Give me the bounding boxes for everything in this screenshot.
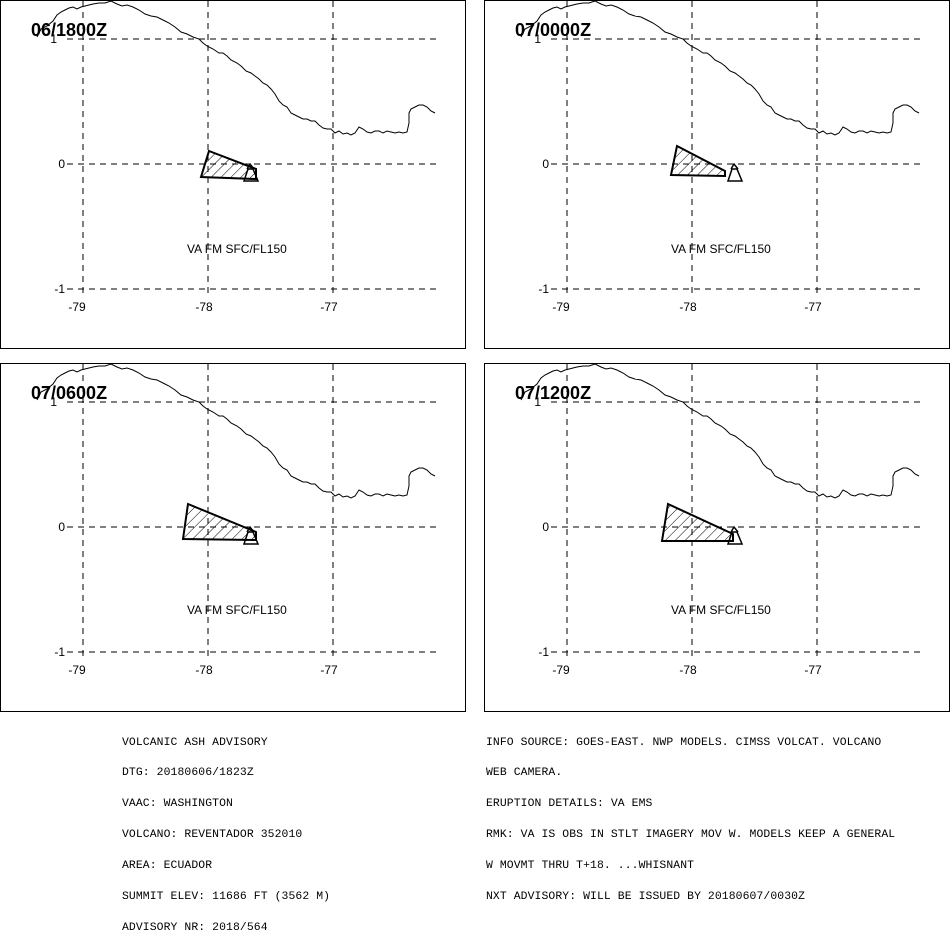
advisory-info-source-cont: WEB CAMERA. xyxy=(486,767,563,780)
lat-ticks xyxy=(551,401,557,653)
lon-label-77: -77 xyxy=(804,300,822,314)
advisory-header-block: VOLCANIC ASH ADVISORY DTG: 20180606/1823… xyxy=(122,717,330,944)
advisory-remarks-cont: W MOVMT THRU T+18. ...WHISNANT xyxy=(486,860,695,873)
lat-label-minus1: -1 xyxy=(538,645,549,659)
graticule xyxy=(67,1,441,296)
lat-label-minus1: -1 xyxy=(538,282,549,296)
advisory-remarks: RMK: VA IS OBS IN STLT IMAGERY MOV W. MO… xyxy=(486,829,896,842)
map-svg: 06/1800Z VA FM SFC/FL150 1 0 -1 -79 -78 … xyxy=(31,1,441,314)
lon-label-78: -78 xyxy=(195,663,213,677)
graticule xyxy=(551,1,925,296)
lat-label-1: 1 xyxy=(50,32,57,46)
lat-label-minus1: -1 xyxy=(54,645,65,659)
lat-label-0: 0 xyxy=(58,157,65,171)
advisory-title: VOLCANIC ASH ADVISORY xyxy=(122,736,268,749)
lat-label-minus1: -1 xyxy=(54,282,65,296)
lon-label-77: -77 xyxy=(804,663,822,677)
valid-time: 07/0600Z xyxy=(31,383,107,403)
coastline xyxy=(36,364,436,499)
ash-level-label: VA FM SFC/FL150 xyxy=(187,603,287,617)
valid-time: 07/1200Z xyxy=(515,383,591,403)
valid-time: 06/1800Z xyxy=(31,20,107,40)
advisory-info-source: INFO SOURCE: GOES-EAST. NWP MODELS. CIMS… xyxy=(486,736,882,749)
ash-level-label: VA FM SFC/FL150 xyxy=(671,603,771,617)
advisory-eruption-details: ERUPTION DETAILS: VA EMS xyxy=(486,798,653,811)
advisory-next: NXT ADVISORY: WILL BE ISSUED BY 20180607… xyxy=(486,891,806,904)
advisory-number: ADVISORY NR: 2018/564 xyxy=(122,921,268,934)
coastline xyxy=(520,1,920,136)
lon-label-79: -79 xyxy=(68,663,86,677)
lat-label-1: 1 xyxy=(534,395,541,409)
lat-label-0: 0 xyxy=(58,520,65,534)
lon-label-77: -77 xyxy=(320,663,338,677)
coastline xyxy=(520,364,920,499)
valid-time: 07/0000Z xyxy=(515,20,591,40)
lat-ticks xyxy=(551,38,557,290)
volcano-icon xyxy=(726,162,744,182)
lon-label-78: -78 xyxy=(679,663,697,677)
lat-label-1: 1 xyxy=(50,395,57,409)
advisory-vaac: VAAC: WASHINGTON xyxy=(122,798,233,811)
ash-polygon xyxy=(660,502,734,542)
lon-label-78: -78 xyxy=(195,300,213,314)
lon-label-79: -79 xyxy=(552,300,570,314)
lat-label-0: 0 xyxy=(542,157,549,171)
ash-polygon xyxy=(199,149,257,181)
lon-label-78: -78 xyxy=(679,300,697,314)
ash-level-label: VA FM SFC/FL150 xyxy=(187,242,287,256)
advisory-summit-elev: SUMMIT ELEV: 11686 FT (3562 M) xyxy=(122,891,331,904)
map-svg: 07/0000Z VA FM SFC/FL150 1 0 -1 -79 -78 … xyxy=(515,1,925,314)
advisory-dtg: DTG: 20180606/1823Z xyxy=(122,767,254,780)
volcano-icon xyxy=(242,525,260,545)
forecast-panel-0712: 07/1200Z VA FM SFC/FL150 1 0 -1 -79 -78 … xyxy=(484,363,950,712)
advisory-area: AREA: ECUADOR xyxy=(122,860,213,873)
volcano-icon xyxy=(242,162,260,182)
lat-label-0: 0 xyxy=(542,520,549,534)
graticule xyxy=(67,364,441,659)
map-svg: 07/1200Z VA FM SFC/FL150 1 0 -1 -79 -78 … xyxy=(515,364,925,677)
lat-ticks xyxy=(67,401,73,653)
graticule xyxy=(551,364,925,659)
forecast-panel-0706: 07/0600Z VA FM SFC/FL150 1 0 -1 -79 -78 … xyxy=(0,363,466,712)
volcano-icon xyxy=(726,525,744,545)
ash-polygon xyxy=(669,144,726,178)
lat-ticks xyxy=(67,38,73,290)
advisory-volcano: VOLCANO: REVENTADOR 352010 xyxy=(122,829,303,842)
lat-label-1: 1 xyxy=(534,32,541,46)
lon-label-77: -77 xyxy=(320,300,338,314)
lon-label-79: -79 xyxy=(68,300,86,314)
advisory-details-block: INFO SOURCE: GOES-EAST. NWP MODELS. CIMS… xyxy=(486,717,895,913)
forecast-panel-0618: 06/1800Z VA FM SFC/FL150 1 0 -1 -79 -78 … xyxy=(0,0,466,349)
lon-label-79: -79 xyxy=(552,663,570,677)
ash-level-label: VA FM SFC/FL150 xyxy=(671,242,771,256)
forecast-panel-0700: 07/0000Z VA FM SFC/FL150 1 0 -1 -79 -78 … xyxy=(484,0,950,349)
ash-polygon xyxy=(181,502,257,542)
coastline xyxy=(36,1,436,136)
map-svg: 07/0600Z VA FM SFC/FL150 1 0 -1 -79 -78 … xyxy=(31,364,441,677)
